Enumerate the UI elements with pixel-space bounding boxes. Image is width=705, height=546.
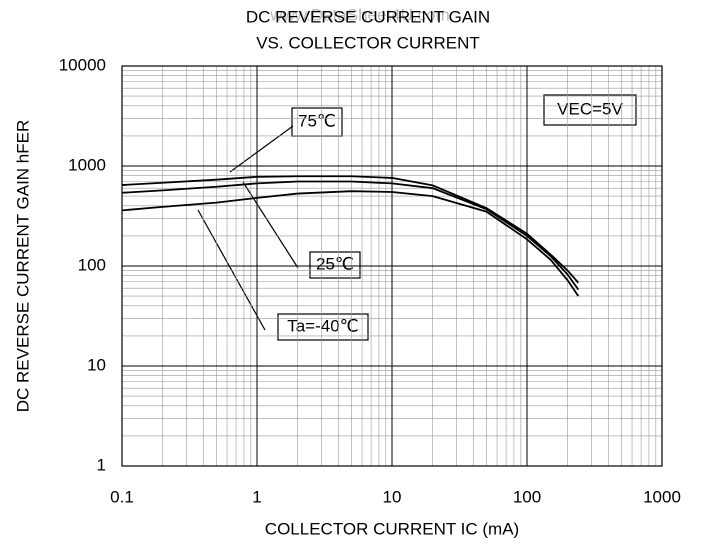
- leader-line: [229, 125, 294, 173]
- watermark: www.DataSheet4U.com: [269, 5, 450, 24]
- annotations: [197, 94, 637, 341]
- x-tick-label: 1000: [643, 487, 681, 506]
- series-label: 75℃: [298, 111, 336, 130]
- series-label: 25℃: [316, 254, 354, 273]
- x-tick-label: 1: [252, 487, 261, 506]
- plot-frame: [121, 65, 663, 467]
- leader-line: [197, 209, 266, 331]
- x-tick-label: 0.1: [110, 487, 134, 506]
- series-label: Ta=-40℃: [287, 316, 359, 335]
- y-tick-label: 100: [78, 255, 106, 274]
- y-tick-label: 10000: [59, 55, 106, 74]
- y-tick-label: 1: [97, 455, 106, 474]
- y-tick-label: 1000: [68, 155, 106, 174]
- y-tick-label: 10: [87, 355, 106, 374]
- x-axis-label: COLLECTOR CURRENT IC (mA): [265, 519, 519, 538]
- label-box: [291, 107, 343, 137]
- series-line: [121, 175, 580, 284]
- series-line: [121, 190, 580, 297]
- label-box: [309, 251, 361, 279]
- chart-title: VS. COLLECTOR CURRENT: [256, 33, 480, 52]
- annotation: VEC=5V: [557, 99, 623, 118]
- x-tick-label: 100: [513, 487, 541, 506]
- label-box: [543, 94, 637, 126]
- x-tick-label: 10: [383, 487, 402, 506]
- series-line: [121, 180, 580, 291]
- chart-title: DC REVERSE CURRENT GAIN: [246, 7, 490, 26]
- y-axis-label: DC REVERSE CURRENT GAIN hFER: [13, 120, 32, 413]
